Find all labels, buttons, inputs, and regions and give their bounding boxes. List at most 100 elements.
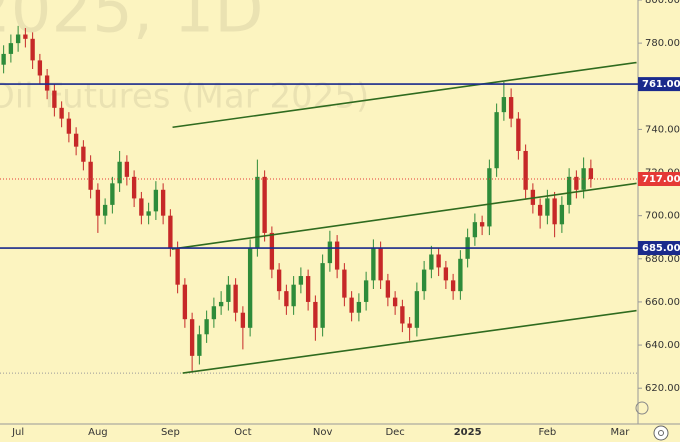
candle-body bbox=[385, 280, 391, 298]
price-label: 717.00 bbox=[642, 174, 680, 185]
candle-body bbox=[1, 53, 6, 65]
candle-body bbox=[110, 183, 115, 205]
watermark: 2025, 1D bbox=[0, 0, 264, 48]
candle-body bbox=[168, 215, 173, 249]
candle-body bbox=[15, 34, 21, 44]
candle-body bbox=[298, 276, 304, 285]
y-tick-label: 740.00 bbox=[645, 124, 680, 135]
candle-body bbox=[291, 284, 296, 307]
candle-body bbox=[574, 176, 579, 190]
y-tick-label: 660.00 bbox=[645, 297, 680, 308]
candle-body bbox=[443, 267, 449, 281]
price-label-box bbox=[638, 77, 680, 92]
candle-body bbox=[139, 198, 144, 216]
candle-body bbox=[262, 176, 267, 233]
x-tick-label: Oct bbox=[234, 427, 251, 438]
candle-body bbox=[52, 90, 57, 108]
candle-body bbox=[102, 204, 108, 216]
candle-body bbox=[588, 168, 594, 180]
candle-body bbox=[487, 168, 492, 227]
price-label-box bbox=[638, 172, 680, 187]
candle-body bbox=[117, 161, 122, 184]
candle-body bbox=[356, 301, 362, 313]
candle-body bbox=[414, 291, 420, 328]
x-tick-label: Nov bbox=[313, 427, 333, 438]
candle-body bbox=[421, 269, 427, 292]
candle-body bbox=[581, 168, 586, 190]
candle-body bbox=[342, 269, 347, 298]
candle-body bbox=[537, 204, 543, 216]
y-tick-label: 700.00 bbox=[645, 211, 680, 222]
candle-body bbox=[508, 97, 514, 119]
trendline bbox=[171, 182, 637, 250]
candle-body bbox=[218, 301, 224, 307]
candle-body bbox=[436, 254, 441, 268]
candle-body bbox=[226, 284, 231, 302]
candle-body bbox=[559, 204, 565, 225]
candle-body bbox=[523, 150, 528, 190]
candle-body bbox=[378, 248, 383, 281]
candle-body bbox=[429, 254, 434, 270]
candle-body bbox=[501, 97, 507, 113]
candle-body bbox=[8, 43, 14, 54]
candle-body bbox=[182, 284, 188, 320]
settings-icon bbox=[658, 430, 664, 436]
candle-body bbox=[204, 319, 209, 335]
x-tick-label: Aug bbox=[88, 427, 108, 438]
candle-body bbox=[494, 112, 499, 169]
x-tick-label: Feb bbox=[539, 427, 557, 438]
candle-body bbox=[334, 241, 340, 270]
trendline bbox=[172, 61, 637, 129]
candle-body bbox=[392, 297, 398, 307]
candle-body bbox=[255, 176, 260, 249]
candle-body bbox=[189, 319, 195, 356]
y-tick-label: 800.00 bbox=[645, 0, 680, 6]
candle-body bbox=[320, 263, 325, 328]
candle-body bbox=[472, 222, 478, 238]
candle-body bbox=[131, 176, 137, 199]
settings-button[interactable] bbox=[653, 425, 669, 441]
candle-body bbox=[240, 312, 246, 328]
candle-body bbox=[284, 291, 289, 307]
price-label-box bbox=[638, 241, 680, 256]
candle-body bbox=[66, 118, 72, 134]
candle-body bbox=[545, 198, 550, 216]
candle-body bbox=[407, 323, 412, 328]
candle-body bbox=[450, 280, 456, 292]
candle-body bbox=[30, 38, 35, 61]
x-tick-label: Jul bbox=[11, 427, 24, 438]
candle-body bbox=[124, 161, 130, 177]
auto-scale-button[interactable] bbox=[635, 401, 649, 415]
candle-body bbox=[566, 176, 572, 205]
candle-body bbox=[146, 211, 151, 216]
y-tick-label: 620.00 bbox=[645, 383, 680, 394]
candle-body bbox=[44, 75, 50, 91]
candle-body bbox=[160, 189, 166, 216]
x-tick-label: Sep bbox=[161, 427, 180, 438]
candle-body bbox=[552, 198, 557, 225]
candle-body bbox=[153, 189, 159, 212]
candle-body bbox=[313, 301, 318, 328]
candle-body bbox=[88, 161, 93, 190]
candle-body bbox=[458, 258, 463, 292]
candle-body bbox=[349, 297, 354, 313]
candle-body bbox=[175, 248, 180, 285]
candle-body bbox=[305, 276, 311, 302]
candle-body bbox=[197, 334, 202, 356]
x-tick-label: 2025 bbox=[454, 427, 482, 438]
candle-body bbox=[516, 118, 521, 151]
candle-body bbox=[479, 222, 485, 227]
candle-body bbox=[59, 107, 64, 119]
candle-body bbox=[327, 241, 333, 264]
candle-body bbox=[400, 306, 405, 324]
candle-body bbox=[81, 146, 86, 162]
y-tick-label: 640.00 bbox=[645, 340, 680, 351]
trendline bbox=[182, 309, 637, 374]
x-tick-label: Dec bbox=[385, 427, 404, 438]
candle-body bbox=[37, 60, 43, 76]
candle-body bbox=[73, 133, 79, 147]
candle-body bbox=[95, 189, 101, 216]
candle-body bbox=[363, 280, 369, 302]
price-label: 761.00 bbox=[642, 79, 680, 90]
